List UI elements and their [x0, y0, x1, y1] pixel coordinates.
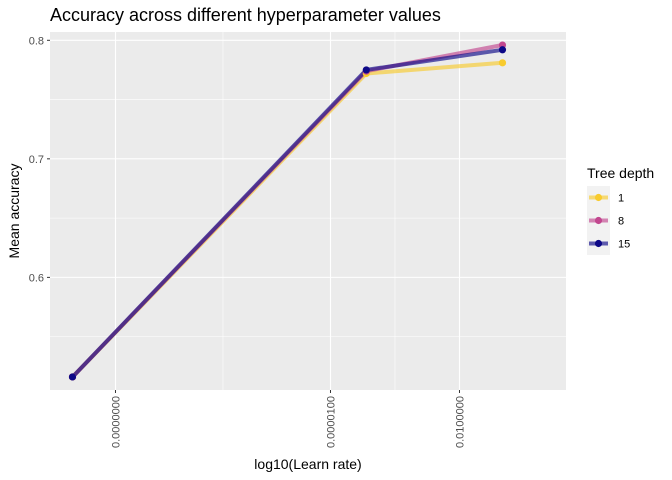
legend-title: Tree depth: [587, 165, 654, 181]
x-axis-ticks: 0.0000000 0.0000100 0.0100000: [110, 390, 466, 448]
legend-label-15: 15: [618, 239, 630, 251]
y-tick-label: 0.6: [29, 272, 44, 284]
chart-title: Accuracy across different hyperparameter…: [50, 5, 441, 25]
data-point-15: [68, 373, 77, 381]
plot-panel: [50, 32, 566, 390]
y-tick-label: 0.8: [29, 35, 44, 47]
series-points: [68, 41, 507, 381]
data-point-15: [498, 46, 507, 54]
data-point-1: [498, 59, 507, 67]
y-axis-title: Mean accuracy: [6, 164, 22, 259]
legend-key-point-15: [594, 239, 603, 248]
legend-key-point-8: [594, 216, 603, 225]
x-axis-title: log10(Learn rate): [254, 456, 361, 472]
legend-key-point-1: [594, 193, 603, 202]
y-tick-label: 0.7: [29, 154, 44, 166]
legend-label-8: 8: [618, 216, 624, 228]
x-tick-label: 0.0000100: [325, 396, 337, 448]
legend: Tree depth 1 8 15: [587, 165, 654, 255]
x-tick-label: 0.0000000: [110, 396, 122, 448]
minor-gridlines: [50, 32, 566, 390]
y-axis-ticks: 0.6 0.7 0.8: [29, 35, 50, 284]
x-tick-label: 0.0100000: [454, 396, 466, 448]
data-point-15: [362, 66, 370, 74]
legend-label-1: 1: [618, 193, 624, 205]
